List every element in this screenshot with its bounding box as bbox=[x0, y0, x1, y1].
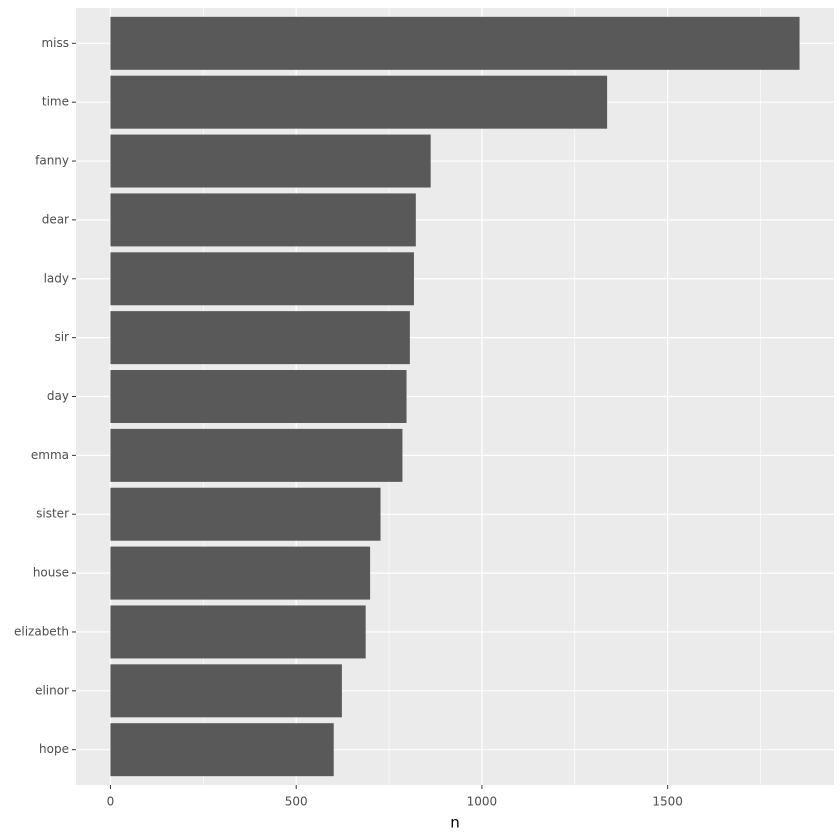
y-tick-label: sir bbox=[54, 330, 69, 344]
y-tick-label: fanny bbox=[35, 154, 69, 168]
bar bbox=[110, 487, 381, 541]
bar bbox=[110, 134, 431, 188]
bar bbox=[110, 193, 416, 247]
y-tick-label: elinor bbox=[35, 683, 69, 697]
bar bbox=[110, 252, 414, 306]
x-tick-label: 0 bbox=[107, 795, 115, 809]
bar bbox=[110, 605, 366, 659]
y-tick-label: elizabeth bbox=[14, 624, 69, 638]
bar bbox=[110, 546, 371, 600]
y-tick-label: miss bbox=[41, 36, 69, 50]
bar bbox=[110, 75, 608, 129]
y-tick-label: emma bbox=[31, 448, 69, 462]
y-tick-label: dear bbox=[42, 212, 69, 226]
bar bbox=[110, 311, 410, 365]
y-tick-label: hope bbox=[39, 742, 69, 756]
bar bbox=[110, 664, 342, 718]
y-tick-label: house bbox=[33, 566, 69, 580]
bar bbox=[110, 16, 800, 70]
x-tick-label: 500 bbox=[285, 795, 308, 809]
x-tick-label: 1500 bbox=[652, 795, 683, 809]
x-tick-label: 1000 bbox=[467, 795, 498, 809]
y-tick-label: sister bbox=[36, 507, 69, 521]
bar bbox=[110, 723, 334, 777]
bar bbox=[110, 370, 407, 423]
y-tick-label: time bbox=[42, 95, 69, 109]
y-tick-label: lady bbox=[44, 271, 69, 285]
x-axis-label: n bbox=[450, 814, 460, 832]
bar bbox=[110, 428, 403, 482]
y-tick-label: day bbox=[47, 389, 69, 403]
